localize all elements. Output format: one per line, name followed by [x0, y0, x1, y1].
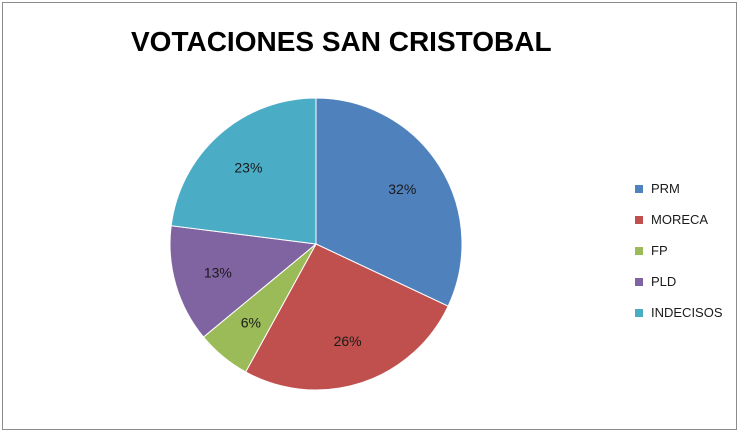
legend-label: PRM — [651, 181, 680, 196]
legend-swatch — [635, 308, 643, 317]
legend-item-pld: PLD — [635, 266, 740, 297]
legend-item-fp: FP — [635, 235, 740, 266]
legend-label: INDECISOS — [651, 305, 723, 320]
pie-slice-indecisos — [170, 97, 317, 245]
pie-slice-prm — [315, 97, 463, 307]
legend-swatch — [635, 215, 643, 224]
legend-swatch — [635, 277, 643, 286]
slice-label-indecisos: 23% — [234, 159, 262, 175]
pie-slice-pld — [169, 225, 318, 338]
slice-label-moreca: 26% — [334, 333, 362, 349]
chart-title: VOTACIONES SAN CRISTOBAL — [131, 26, 552, 57]
legend-item-prm: PRM — [635, 173, 740, 204]
legend-label: PLD — [651, 274, 677, 289]
legend-item-moreca: MORECA — [635, 204, 740, 235]
pie-chart: 32% 26% 6% 13% 23% — [169, 97, 463, 391]
legend: PRM MORECA FP PLD INDECISOS — [635, 173, 740, 328]
legend-label: FP — [651, 243, 668, 258]
legend-label: MORECA — [651, 212, 709, 227]
chart-frame: VOTACIONES SAN CRISTOBAL 32% 26% 6% 13% 23% … — [2, 2, 737, 430]
legend-item-indecisos: INDECISOS — [635, 297, 740, 328]
slice-label-fp: 6% — [241, 315, 261, 331]
slice-label-prm: 32% — [388, 181, 416, 197]
legend-swatch — [635, 184, 643, 193]
slice-label-pld: 13% — [204, 265, 232, 281]
legend-swatch — [635, 246, 643, 255]
